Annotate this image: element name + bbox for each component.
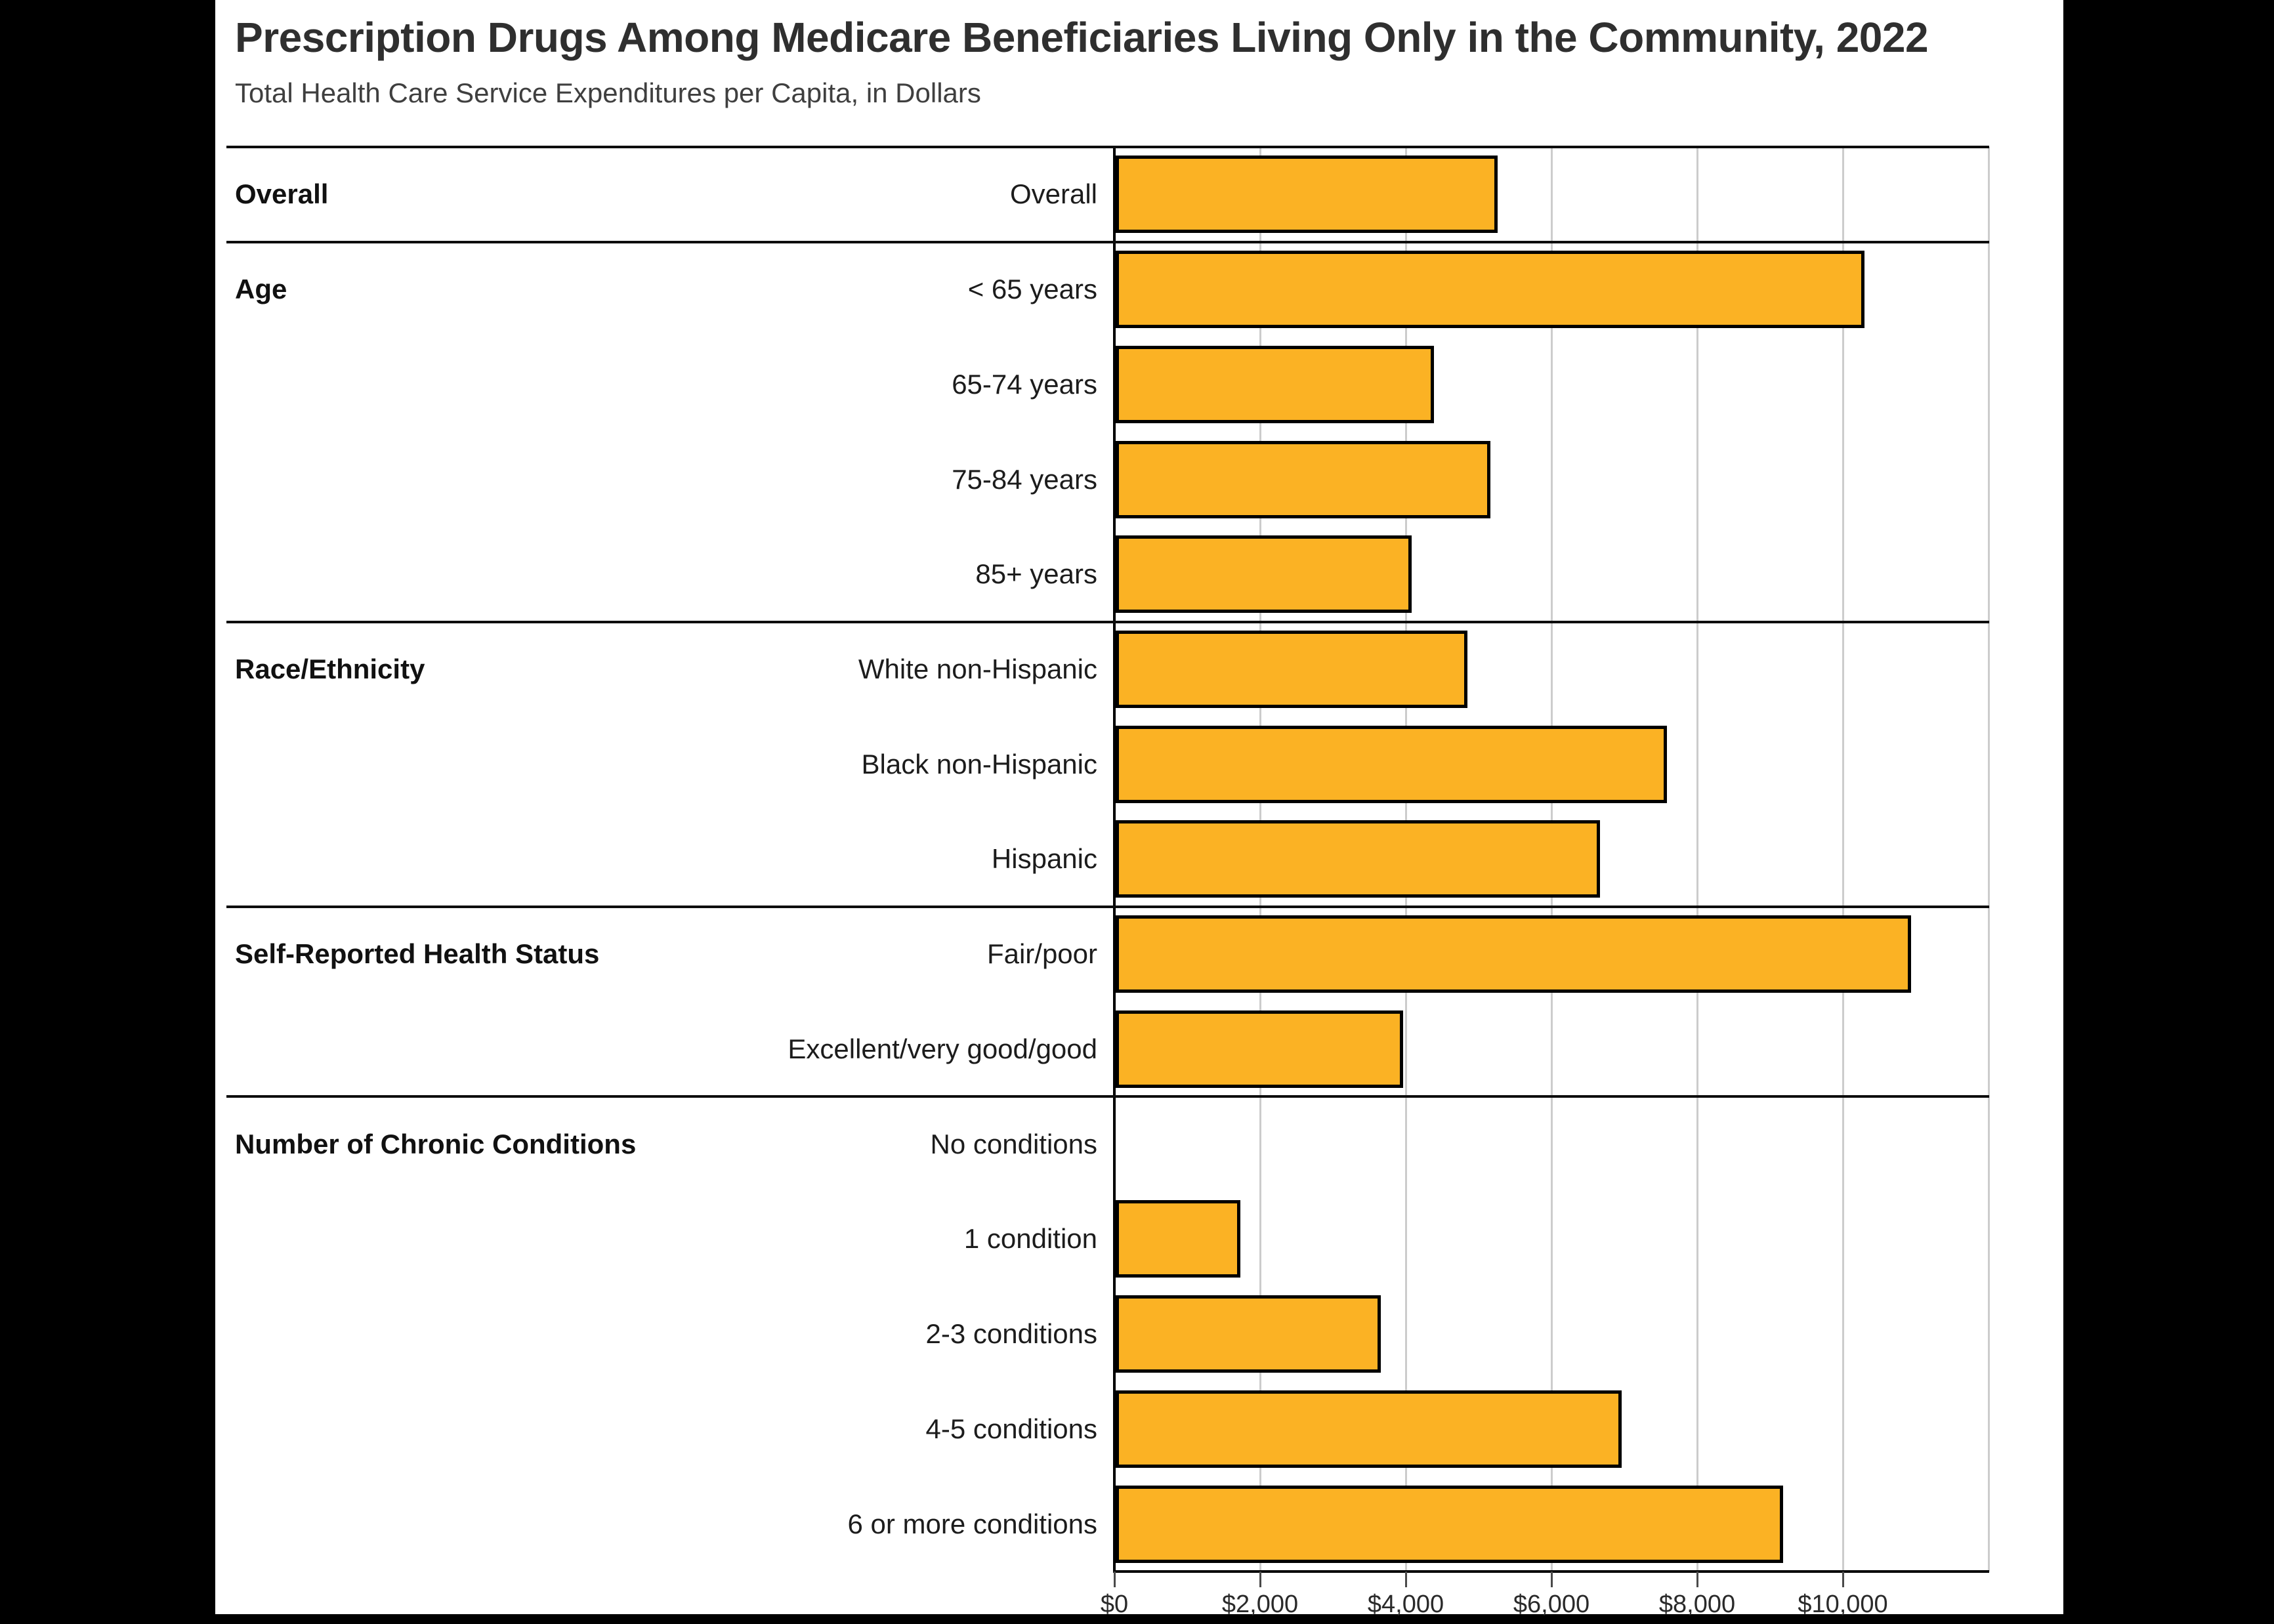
row-label: Hispanic: [991, 843, 1097, 875]
bar: [1116, 441, 1490, 518]
section-separator: [226, 240, 1989, 243]
row-label: < 65 years: [967, 274, 1097, 305]
content-panel: Prescription Drugs Among Medicare Benefi…: [215, 0, 2063, 1618]
x-tick-mark: [1114, 1572, 1116, 1587]
row-label: Fair/poor: [986, 938, 1097, 970]
gridline-12000: [1988, 147, 1990, 1572]
row-label: 85+ years: [975, 558, 1097, 590]
row-label: 65-74 years: [952, 368, 1097, 400]
chart-title: Prescription Drugs Among Medicare Benefi…: [235, 14, 1929, 61]
row-label: White non-Hispanic: [858, 654, 1097, 685]
bar: [1116, 1200, 1240, 1278]
bar: [1116, 726, 1667, 803]
bar: [1116, 631, 1467, 708]
bar: [1116, 915, 1911, 993]
section-separator: [226, 146, 1989, 148]
bar: [1116, 346, 1434, 423]
section-label: Self-Reported Health Status: [235, 938, 600, 970]
chart-subtitle: Total Health Care Service Expenditures p…: [235, 77, 981, 108]
bar: [1116, 156, 1498, 233]
x-tick-mark: [1551, 1572, 1553, 1587]
row-label: 6 or more conditions: [847, 1508, 1097, 1539]
section-separator: [226, 905, 1989, 908]
x-tick-label: $2,000: [1221, 1591, 1299, 1618]
row-label: 75-84 years: [952, 463, 1097, 495]
row-label: Excellent/very good/good: [788, 1033, 1097, 1064]
gridline-8000: [1696, 147, 1698, 1572]
gridline-10000: [1842, 147, 1844, 1572]
row-label: 2-3 conditions: [925, 1318, 1098, 1350]
bar: [1116, 1390, 1622, 1468]
row-label: Overall: [1009, 178, 1097, 210]
row-label: Black non-Hispanic: [861, 748, 1097, 780]
bar: [1116, 1010, 1403, 1088]
section-label: Overall: [235, 178, 329, 210]
x-tick-label: $8,000: [1658, 1591, 1736, 1618]
x-tick-label: $10,000: [1798, 1591, 1888, 1618]
row-label: 1 condition: [963, 1223, 1097, 1255]
axis-zero-line: [1113, 147, 1116, 1572]
section-label: Number of Chronic Conditions: [235, 1128, 637, 1159]
bar: [1116, 535, 1412, 613]
x-tick-label: $6,000: [1513, 1591, 1590, 1618]
row-label: No conditions: [930, 1128, 1097, 1159]
section-label: Race/Ethnicity: [235, 654, 425, 685]
bar: [1116, 1486, 1783, 1563]
x-tick-mark: [1405, 1572, 1407, 1587]
x-tick-label: $4,000: [1367, 1591, 1444, 1618]
bar: [1116, 1295, 1381, 1373]
row-label: 4-5 conditions: [925, 1413, 1098, 1444]
section-separator: [226, 1095, 1989, 1098]
bar: [1116, 820, 1600, 898]
bar: [1116, 251, 1864, 328]
x-tick-mark: [1259, 1572, 1261, 1587]
x-tick-label: $0: [1100, 1591, 1129, 1618]
section-separator: [226, 620, 1989, 623]
section-label: Age: [235, 274, 287, 305]
x-tick-mark: [1696, 1572, 1698, 1587]
x-tick-mark: [1842, 1572, 1844, 1587]
